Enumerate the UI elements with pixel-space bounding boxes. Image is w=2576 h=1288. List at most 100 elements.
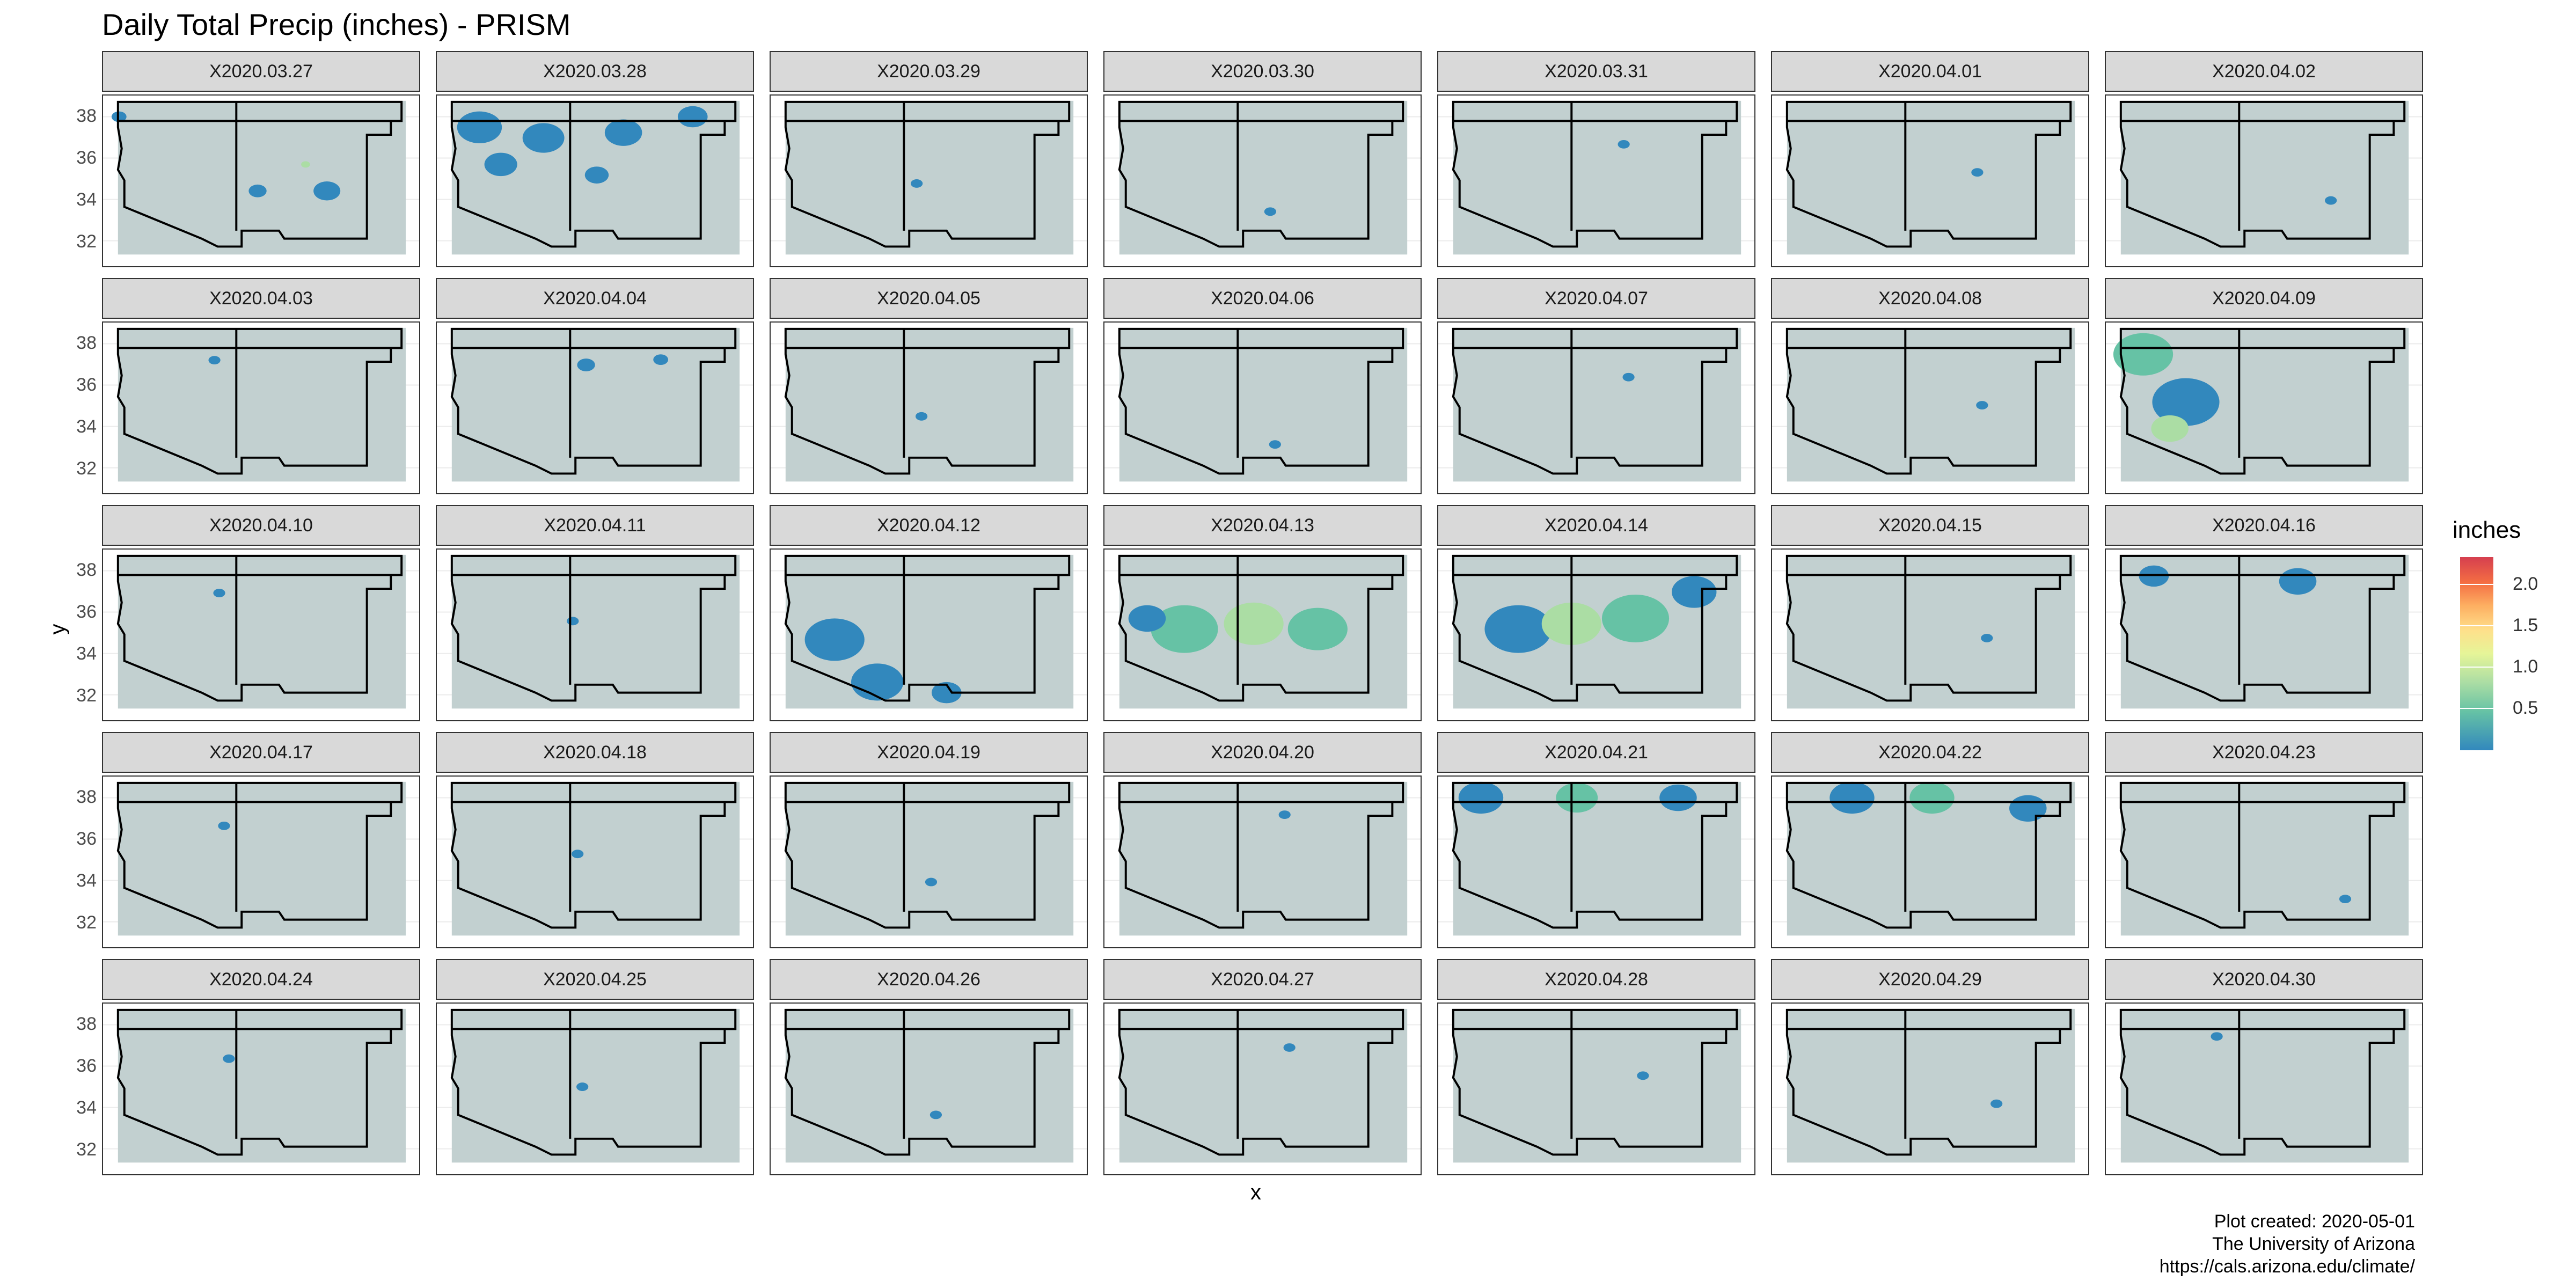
facet-panel: X2020.04.01 [1771, 51, 2089, 267]
facet-panel: X2020.04.25 [436, 959, 754, 1175]
y-tick-label: 36 [76, 1056, 97, 1076]
state-boundary [450, 554, 737, 702]
facet-strip-label: X2020.04.01 [1771, 51, 2089, 92]
precip-area [572, 850, 584, 859]
precip-map [2106, 1008, 2422, 1163]
precip-map [1772, 1008, 2088, 1163]
facet-strip-label: X2020.04.19 [770, 732, 1088, 773]
precip-area [1287, 608, 1348, 650]
precip-area [208, 356, 221, 365]
precip-area [804, 618, 865, 661]
precip-area [1264, 207, 1277, 216]
map-plot [1103, 775, 1422, 948]
precip-area [1971, 168, 1984, 177]
state-boundary [784, 554, 1071, 702]
land-area [451, 1008, 740, 1163]
chart-title: Daily Total Precip (inches) - PRISM [102, 8, 571, 41]
precip-map [1104, 554, 1421, 709]
map-plot [1437, 1002, 1755, 1175]
precip-map [2106, 100, 2422, 255]
map-plot [436, 1002, 754, 1175]
land-area [118, 327, 406, 482]
legend-title: inches [2453, 517, 2521, 543]
state-boundary [116, 100, 403, 248]
state-boundary [2119, 1008, 2406, 1156]
caption-line: https://cals.arizona.edu/climate/ [2159, 1256, 2415, 1277]
precip-area [576, 1082, 589, 1091]
precip-area [1990, 1099, 2003, 1108]
state-boundary [784, 1008, 1071, 1156]
y-tick-label: 38 [76, 106, 97, 126]
precip-map [1104, 100, 1421, 255]
precip-area [2113, 333, 2174, 376]
precip-map [1438, 781, 1754, 936]
facet-strip-label: X2020.03.31 [1437, 51, 1755, 92]
facet-panel: X2020.04.03 [102, 278, 420, 494]
precip-map [103, 1008, 419, 1163]
precip-area [218, 821, 230, 830]
land-area [2120, 1008, 2409, 1163]
precip-area [1484, 605, 1552, 653]
precip-map [1772, 100, 2088, 255]
legend-tick-mark [2460, 708, 2493, 709]
facet-strip-label: X2020.04.25 [436, 959, 754, 1000]
facet-strip-label: X2020.04.03 [102, 278, 420, 319]
precip-area [1622, 372, 1635, 382]
facet-panel: X2020.03.27 [102, 51, 420, 267]
map-plot [1437, 321, 1755, 494]
facet-strip-label: X2020.04.08 [1771, 278, 2089, 319]
facet-panel: X2020.04.26 [770, 959, 1088, 1175]
precip-map [1772, 554, 2088, 709]
land-area [118, 100, 406, 255]
precip-area [1637, 1071, 1649, 1080]
facet-strip-label: X2020.04.28 [1437, 959, 1755, 1000]
precip-area [1976, 401, 1988, 409]
land-area [1119, 781, 1408, 936]
map-plot [1771, 321, 2089, 494]
facet-panel: X2020.04.04 [436, 278, 754, 494]
state-boundary [2119, 327, 2406, 475]
land-area [1119, 327, 1408, 482]
precip-area [2151, 415, 2189, 442]
precip-area [1151, 605, 1218, 653]
precip-map [103, 781, 419, 936]
precip-map [1772, 327, 2088, 482]
facet-panel: X2020.04.08 [1771, 278, 2089, 494]
map-plot [102, 94, 420, 267]
land-area [451, 327, 740, 482]
facet-panel: X2020.04.21 [1437, 732, 1755, 948]
land-area [451, 554, 740, 709]
land-area [2120, 781, 2409, 936]
map-plot [770, 1002, 1088, 1175]
facet-strip-label: X2020.04.14 [1437, 505, 1755, 546]
precip-area [604, 119, 642, 146]
precip-map [103, 554, 419, 709]
precip-map [771, 327, 1087, 482]
y-tick-label: 36 [76, 148, 97, 168]
y-tick-label: 36 [76, 602, 97, 622]
facet-strip-label: X2020.04.30 [2105, 959, 2423, 1000]
y-tick-label: 38 [76, 1014, 97, 1034]
facet-panel: X2020.04.13 [1103, 505, 1422, 721]
state-boundary [1785, 781, 2072, 929]
precip-area [567, 617, 579, 626]
facet-strip-label: X2020.04.18 [436, 732, 754, 773]
map-plot [2105, 321, 2423, 494]
facet-strip-label: X2020.04.20 [1103, 732, 1422, 773]
facet-panel: X2020.04.14 [1437, 505, 1755, 721]
y-tick-label: 32 [76, 685, 97, 706]
state-boundary [1785, 100, 2072, 248]
facet-panel: X2020.04.22 [1771, 732, 2089, 948]
precip-area [1224, 602, 1284, 645]
map-plot [436, 775, 754, 948]
facet-panel: X2020.04.16 [2105, 505, 2423, 721]
land-area [1787, 327, 2075, 482]
land-area [785, 1008, 1074, 1163]
facet-panel: X2020.04.06 [1103, 278, 1422, 494]
precip-area [213, 589, 225, 597]
facet-strip-label: X2020.03.28 [436, 51, 754, 92]
map-plot [436, 548, 754, 721]
precip-map [103, 327, 419, 482]
precip-area [2279, 568, 2317, 595]
state-boundary [2119, 100, 2406, 248]
